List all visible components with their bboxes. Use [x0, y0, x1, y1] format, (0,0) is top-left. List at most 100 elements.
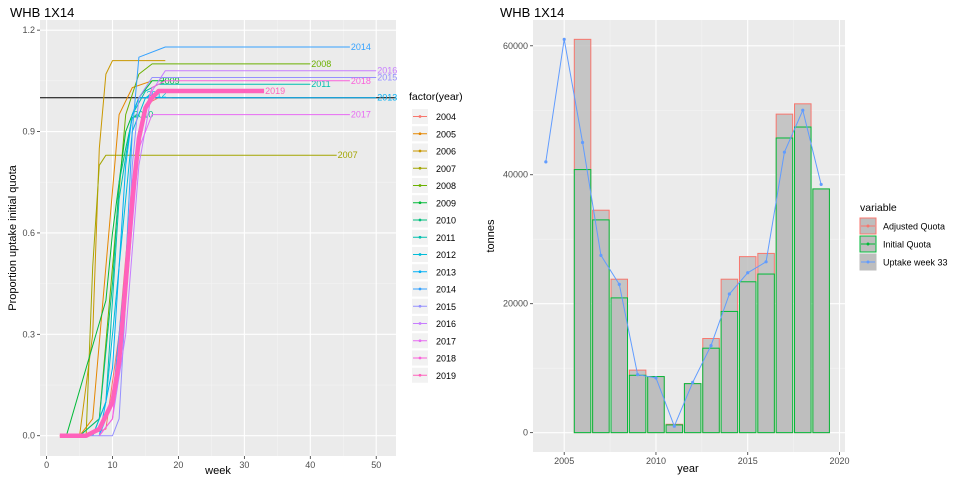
legend-key-point-2004 [418, 115, 422, 118]
series-end-label-2016: 2016 [377, 66, 397, 76]
right-x-tick-label: 2005 [554, 456, 574, 466]
uptake-point-2015 [746, 271, 750, 275]
legend-key-point-2007 [418, 166, 422, 170]
right-x-tick-label: 2010 [646, 456, 666, 466]
legend-label-2014: 2014 [436, 285, 456, 295]
right-x-tick-label: 2015 [738, 456, 758, 466]
right-uptake-line [544, 37, 823, 428]
left-y-tick-label: 0.9 [22, 127, 35, 137]
right-legend-key-point [866, 242, 870, 246]
right-legend-key-point [866, 260, 870, 264]
bar-initial-quota-2010 [647, 376, 665, 434]
right-chart-title: WHB 1X14 [500, 5, 564, 20]
uptake-point-2009 [636, 373, 640, 377]
legend-key-point-2012 [418, 253, 422, 256]
right-legend-label: Adjusted Quota [883, 222, 945, 232]
uptake-point-2016 [764, 260, 768, 264]
legend-key-point-2017 [418, 339, 422, 343]
series-line-2019 [59, 88, 265, 438]
series-end-label-2015: 2015 [377, 72, 397, 82]
right-legend: variable Adjusted Quota Initial Quota Upta… [859, 202, 948, 271]
left-x-tick-label: 50 [371, 460, 381, 470]
legend-label-2005: 2005 [436, 129, 456, 139]
right-x-tick-label: 2020 [829, 456, 849, 466]
left-y-tick-label: 1.2 [22, 25, 35, 35]
legend-key-point-2006 [418, 149, 422, 153]
legend-key-point-2009 [418, 201, 422, 205]
left-plot-background [40, 20, 396, 456]
uptake-point-2012 [691, 380, 695, 384]
uptake-point-2010 [654, 376, 658, 380]
legend-key-point-2018 [418, 356, 422, 360]
bar-initial-quota-2014 [720, 310, 739, 434]
right-x-axis-label: year [677, 463, 699, 475]
left-y-tick-label: 0.3 [22, 329, 35, 339]
uptake-point-2007 [599, 253, 603, 257]
right-y-tick-label: 0 [523, 428, 528, 438]
left-x-tick-label: 40 [305, 460, 315, 470]
legend-key-point-2013 [418, 270, 422, 274]
series-end-label-2008: 2008 [311, 59, 331, 69]
series-end-label-2007: 2007 [338, 150, 358, 160]
left-x-tick-label: 0 [44, 460, 49, 470]
bar-initial-quota-2008 [610, 297, 629, 434]
left-legend-items: 2004 2005 2006 2007 2008 2009 2010 2011 2012 2013… [412, 109, 456, 383]
bar-initial-quota-2017 [775, 137, 794, 434]
left-x-tick-label: 20 [173, 460, 183, 470]
uptake-point-2008 [617, 282, 621, 286]
series-end-label-2014: 2014 [351, 42, 371, 52]
legend-key-point-2010 [418, 218, 422, 222]
legend-label-2013: 2013 [436, 267, 456, 277]
left-y-tick-label: 0.6 [22, 228, 35, 238]
left-y-tick-label: 0.0 [22, 431, 35, 441]
bar-initial-quota-2009 [628, 374, 647, 434]
right-y-tick-label: 40000 [503, 170, 528, 180]
bar-initial-quota-2006 [573, 169, 592, 434]
right-bars [573, 38, 830, 434]
left-legend-title: factor(year) [409, 91, 463, 103]
right-tick-labels: 2005 2010 2015 2020 0 20000 40000 60000 [503, 41, 850, 466]
series-end-label-2013: 2013 [377, 93, 397, 103]
right-y-tick-label: 20000 [503, 299, 528, 309]
left-tick-labels: 0 10 20 30 40 50 0.0 0.3 0.6 0.9 1.2 [22, 25, 381, 470]
bar-initial-quota-2013 [702, 347, 720, 434]
legend-label-2008: 2008 [436, 181, 456, 191]
legend-key-point-2015 [418, 304, 422, 308]
series-end-label-2019: 2019 [265, 86, 285, 96]
legend-label-2006: 2006 [436, 147, 456, 157]
legend-label-2018: 2018 [436, 354, 456, 364]
legend-key-point-2005 [418, 132, 422, 136]
bar-initial-quota-2016 [757, 273, 775, 434]
left-y-axis-label: Proportion uptake initial quota [7, 164, 19, 310]
legend-label-2015: 2015 [436, 302, 456, 312]
uptake-point-2014 [727, 292, 731, 296]
right-legend-title: variable [860, 202, 897, 214]
legend-key-point-2008 [418, 184, 422, 187]
uptake-point-2011 [672, 424, 676, 428]
legend-label-2011: 2011 [436, 233, 455, 243]
right-legend-label: Uptake week 33 [883, 258, 948, 268]
bar-initial-quota-2012 [683, 383, 702, 434]
series-end-label-2011: 2011 [311, 79, 330, 89]
legend-key-point-2011 [418, 235, 422, 239]
series-line-2012 [92, 93, 153, 436]
uptake-point-2004 [544, 160, 548, 164]
right-panel: WHB 1X14 2005 2010 2015 2020 0 20000 40000 6000… [485, 5, 948, 475]
right-legend-items: Adjusted Quota Initial Quota Uptake week 3… [859, 217, 948, 271]
left-x-axis-label: week [204, 465, 231, 477]
series-end-label-2018: 2018 [351, 76, 371, 86]
series-end-label-2017: 2017 [351, 110, 371, 120]
bar-initial-quota-2019 [812, 188, 830, 434]
legend-label-2012: 2012 [436, 250, 456, 260]
legend-key-point-2019 [418, 373, 422, 377]
left-chart-title: WHB 1X14 [10, 5, 74, 20]
uptake-point-2013 [709, 344, 713, 348]
right-legend-label: Initial Quota [883, 240, 931, 250]
right-y-axis-label: tonnes [485, 219, 497, 253]
uptake-point-2005 [562, 37, 566, 41]
uptake-point-2019 [819, 182, 823, 187]
